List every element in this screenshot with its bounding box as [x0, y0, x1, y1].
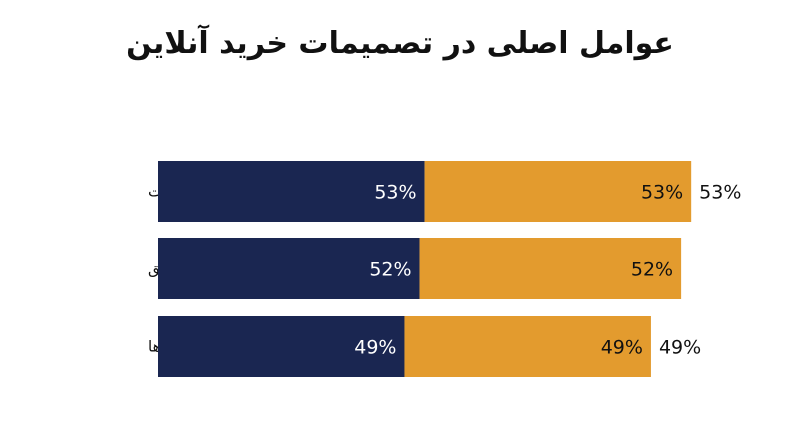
data-label: 53%: [374, 182, 416, 204]
data-label: 49%: [601, 337, 643, 359]
bar-segment: [404, 316, 651, 377]
data-label: 49%: [354, 337, 396, 359]
data-label: 53%: [641, 182, 683, 204]
bar-segment: [158, 238, 420, 299]
total-label: 53%: [699, 182, 741, 204]
bar-segment: [424, 161, 692, 222]
total-label: 49%: [659, 337, 701, 359]
bar-segment: [158, 316, 405, 377]
data-label: 52%: [369, 259, 411, 281]
chart-title: عوامل اصلی در تصمیمات خرید آنلاین: [126, 26, 674, 61]
data-label: 52%: [631, 259, 673, 281]
bar-segment: [419, 238, 682, 299]
bar-segment: [158, 161, 425, 222]
